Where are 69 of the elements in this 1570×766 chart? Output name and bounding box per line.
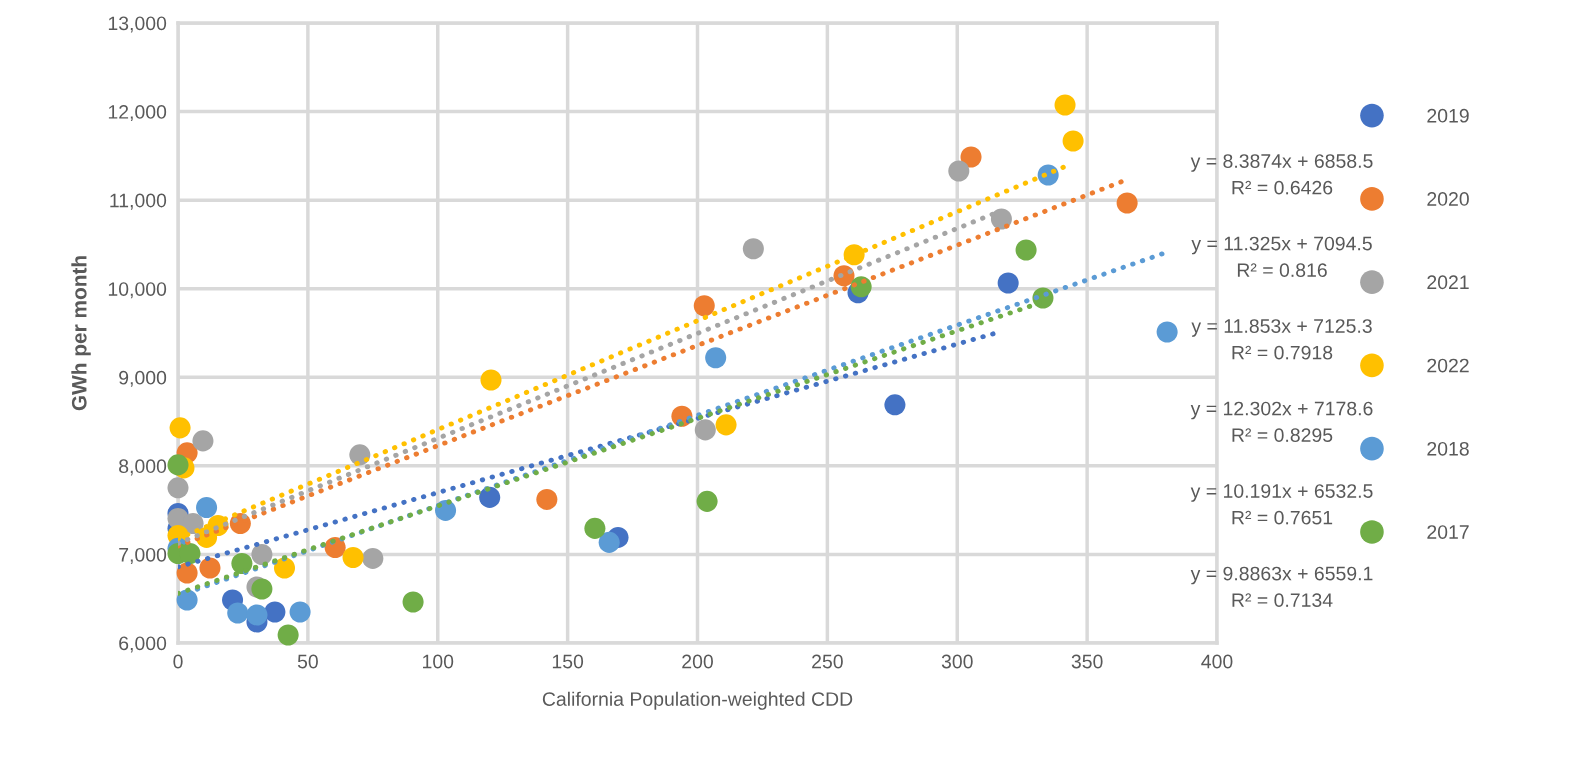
point <box>231 552 253 574</box>
point <box>696 490 718 512</box>
point <box>362 547 384 569</box>
point <box>199 557 221 579</box>
y-tick-label: 9,000 <box>119 370 167 387</box>
legend-label: 2017 <box>1427 525 1469 539</box>
annotation: y = 11.853x + 7125.3 R² = 0.7918 <box>1191 319 1372 360</box>
point <box>480 369 502 391</box>
x-tick-label: 400 <box>1201 654 1233 669</box>
x-tick-label: 100 <box>423 654 454 669</box>
point <box>1116 192 1138 214</box>
annotation: y = 10.191x + 6532.5 R² = 0.7651 <box>1190 484 1373 525</box>
point <box>997 272 1019 294</box>
point <box>742 238 764 260</box>
legend-label: 2019 <box>1427 108 1469 123</box>
point <box>402 591 424 613</box>
point <box>251 543 273 565</box>
point <box>277 624 299 646</box>
x-tick-label: 150 <box>552 654 584 669</box>
x-tick-label: 0 <box>173 654 183 669</box>
point <box>479 486 501 508</box>
point <box>167 477 189 499</box>
annotation: y = 9.8863x + 6559.1 R² = 0.7134 <box>1190 566 1373 608</box>
x-tick-label: 350 <box>1071 654 1103 669</box>
point <box>1062 130 1084 152</box>
legend-label: 2020 <box>1427 192 1469 206</box>
point <box>227 602 249 624</box>
y-tick-label: 13,000 <box>108 16 167 33</box>
point <box>884 394 906 416</box>
point <box>536 488 558 510</box>
point <box>1054 94 1076 116</box>
x-tick-label: 250 <box>812 654 843 669</box>
point <box>264 601 286 623</box>
point <box>1156 321 1178 343</box>
point <box>251 578 273 600</box>
y-tick-label: 11,000 <box>110 193 167 210</box>
y-tick-label: 7,000 <box>119 547 167 564</box>
point <box>1015 239 1037 261</box>
point <box>192 430 214 452</box>
y-tick-label: 6,000 <box>119 636 167 653</box>
point <box>584 517 606 539</box>
annotation: y = 11.325x + 7094.5 R² = 0.816 <box>1191 236 1372 278</box>
point <box>169 417 191 439</box>
point <box>694 419 716 441</box>
x-axis-title: California Population-weighted CDD <box>542 691 853 710</box>
point <box>246 604 268 626</box>
point <box>289 601 311 623</box>
legend-label: 2018 <box>1427 441 1469 456</box>
legend-label: 2021 <box>1427 275 1469 290</box>
y-tick-label: 12,000 <box>108 105 167 122</box>
point <box>960 146 982 168</box>
point <box>715 414 737 436</box>
point <box>273 557 296 579</box>
y-tick-label: 10,000 <box>108 282 167 299</box>
x-tick-label: 300 <box>941 654 973 669</box>
point <box>948 160 970 182</box>
point <box>342 546 364 568</box>
y-axis-title: GWh per month <box>71 256 91 411</box>
point <box>705 347 727 369</box>
point <box>196 496 218 519</box>
point <box>693 295 715 317</box>
point <box>167 454 189 476</box>
y-tick-label: 8,000 <box>119 459 167 476</box>
legend-label: 2022 <box>1427 358 1469 373</box>
annotation: y = 12.302x + 7178.6 R² = 0.8295 <box>1190 401 1373 443</box>
x-tick-label: 200 <box>682 654 713 669</box>
x-tick-label: 50 <box>297 654 318 669</box>
point <box>598 531 620 553</box>
annotation: y = 8.3874x + 6858.5 R² = 0.6426 <box>1190 154 1373 195</box>
